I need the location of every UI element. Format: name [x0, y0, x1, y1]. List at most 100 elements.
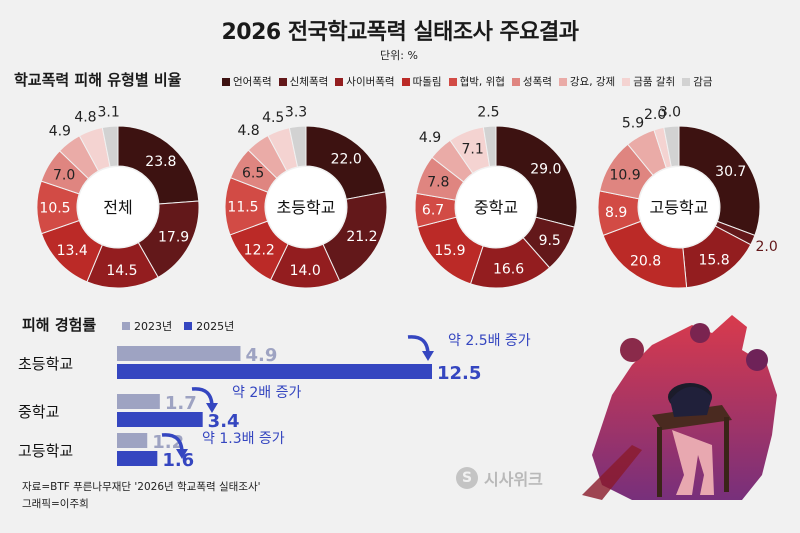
legend-item: 사이버폭력: [335, 74, 395, 89]
donut-hole: [266, 167, 346, 247]
slice-value-label: 21.2: [346, 229, 377, 245]
donut-center-label: 전체: [103, 198, 132, 217]
legend-label: 신체폭력: [289, 76, 329, 88]
legend-label: 감금: [693, 76, 713, 88]
increase-annotation: 약 1.3배 증가: [202, 431, 285, 447]
donut-slice: [288, 125, 307, 168]
slice-value-label: 23.8: [145, 154, 176, 170]
bar-legend-swatch: [184, 322, 193, 330]
donut-hole: [639, 167, 719, 247]
bar: [117, 451, 158, 466]
slice-value-label: 4.9: [49, 124, 71, 140]
legend-swatch: [401, 77, 410, 86]
legend-swatch: [558, 77, 567, 86]
increase-annotation: 약 2배 증가: [232, 385, 301, 401]
slice-value-label: 13.4: [57, 243, 88, 259]
legend-item: 따돌림: [401, 74, 442, 89]
arrow-head-icon: [422, 351, 434, 361]
slice-value-label: 6.7: [422, 203, 444, 219]
slice-value-label: 3.0: [659, 104, 681, 120]
slice-value-label: 3.1: [98, 104, 120, 120]
bar-category-label: 중학교: [18, 403, 59, 421]
slice-value-label: 15.9: [434, 243, 465, 259]
legend-swatch: [622, 77, 631, 86]
donut-slice: [482, 125, 497, 168]
slice-value-label: 7.1: [461, 141, 483, 157]
donut-center-label: 고등학교: [650, 198, 709, 217]
slice-value-label: 17.9: [158, 230, 189, 246]
slice-value-label: 14.0: [290, 263, 321, 279]
bar-value-label: 1.6: [162, 450, 194, 471]
slice-value-label: 4.9: [419, 130, 441, 146]
legend-label: 따돌림: [412, 76, 442, 88]
bar: [117, 346, 241, 361]
donut-slice: [101, 125, 119, 168]
slice-value-label: 29.0: [530, 161, 561, 177]
section-title-types: 학교폭력 피해 유형별 비율: [14, 71, 182, 89]
bar-category-label: 고등학교: [18, 442, 73, 460]
slice-value-label: 10.9: [609, 167, 640, 183]
legend-item: 언어폭력: [222, 74, 272, 89]
bar-legend-label: 2023년: [134, 320, 173, 333]
source-note: 자료=BTF 푸른나무재단 '2026년 학교폭력 실태조사' 그래픽=이주희: [22, 479, 261, 513]
slice-value-label: 8.9: [605, 205, 627, 221]
legend-item: 협박, 위협: [448, 74, 505, 89]
slice-value-label: 4.5: [262, 110, 284, 126]
slice-value-label: 2.0: [644, 107, 666, 123]
slice-value-label: 12.2: [244, 242, 275, 258]
donut-hole: [78, 167, 158, 247]
donut-center-label: 중학교: [474, 198, 518, 217]
bar-legend-item: 2025년: [184, 318, 234, 334]
legend-label: 성폭력: [522, 76, 552, 88]
bar: [117, 412, 203, 427]
legend-label: 강요, 강제: [569, 76, 616, 88]
slice-value-label: 6.5: [242, 166, 264, 182]
slice-value-label: 5.9: [622, 116, 644, 132]
watermark: S 시사위크: [456, 466, 543, 490]
bullying-illustration: [582, 315, 777, 500]
bar-legend-swatch: [122, 322, 130, 330]
legend-item: 감금: [682, 74, 713, 89]
slice-value-label: 30.7: [715, 164, 746, 180]
unit-label: 단위: %: [380, 49, 418, 62]
legend-swatch: [278, 77, 287, 86]
legend-item: 신체폭력: [278, 74, 329, 89]
bar-legend-label: 2025년: [196, 320, 235, 333]
slice-value-label: 10.5: [39, 200, 70, 216]
bar-value-label: 4.9: [245, 345, 277, 366]
bar: [117, 394, 160, 409]
slice-value-label: 9.5: [539, 233, 561, 249]
slice-value-label: 3.3: [285, 105, 307, 121]
arrow-head-icon: [176, 449, 188, 459]
watermark-logo-icon: S: [456, 467, 478, 489]
source-text: 자료=BTF 푸른나무재단 '2026년 학교폭력 실태조사': [22, 481, 261, 493]
bar-category-label: 초등학교: [18, 355, 73, 373]
slice-value-label: 4.8: [237, 123, 259, 139]
bar-legend-item: 2023년: [122, 318, 172, 334]
watermark-text: 시사위크: [484, 470, 543, 489]
slice-value-label: 2.5: [477, 104, 499, 120]
bar: [117, 364, 432, 379]
legend-swatch: [222, 77, 230, 86]
legend-label: 협박, 위협: [459, 76, 505, 88]
slice-value-label: 7.8: [427, 175, 449, 191]
bar-value-label: 12.5: [437, 363, 481, 384]
bar-legend: 2023년 2025년: [122, 318, 246, 334]
slice-value-label: 16.6: [493, 262, 524, 278]
section-title-rate: 피해 경험률: [22, 316, 97, 334]
legend-swatch: [511, 77, 520, 86]
slice-value-label: 2.0: [755, 239, 777, 255]
legend-label: 언어폭력: [233, 76, 272, 88]
legend-item: 금품 갈취: [622, 74, 675, 89]
increase-annotation: 약 2.5배 증가: [448, 333, 531, 349]
donut-slice: [678, 125, 761, 237]
bar: [117, 433, 148, 448]
slice-value-label: 11.5: [227, 199, 258, 215]
slice-value-label: 15.8: [698, 252, 729, 268]
legend-label: 사이버폭력: [346, 76, 395, 88]
legend-swatch: [448, 77, 457, 86]
legend-swatch: [335, 77, 344, 86]
slice-value-label: 20.8: [630, 253, 661, 269]
